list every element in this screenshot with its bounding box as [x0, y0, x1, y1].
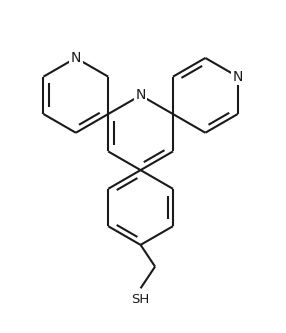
- Text: N: N: [71, 51, 81, 65]
- Text: N: N: [233, 70, 243, 84]
- Text: N: N: [135, 88, 146, 102]
- Text: SH: SH: [132, 293, 150, 306]
